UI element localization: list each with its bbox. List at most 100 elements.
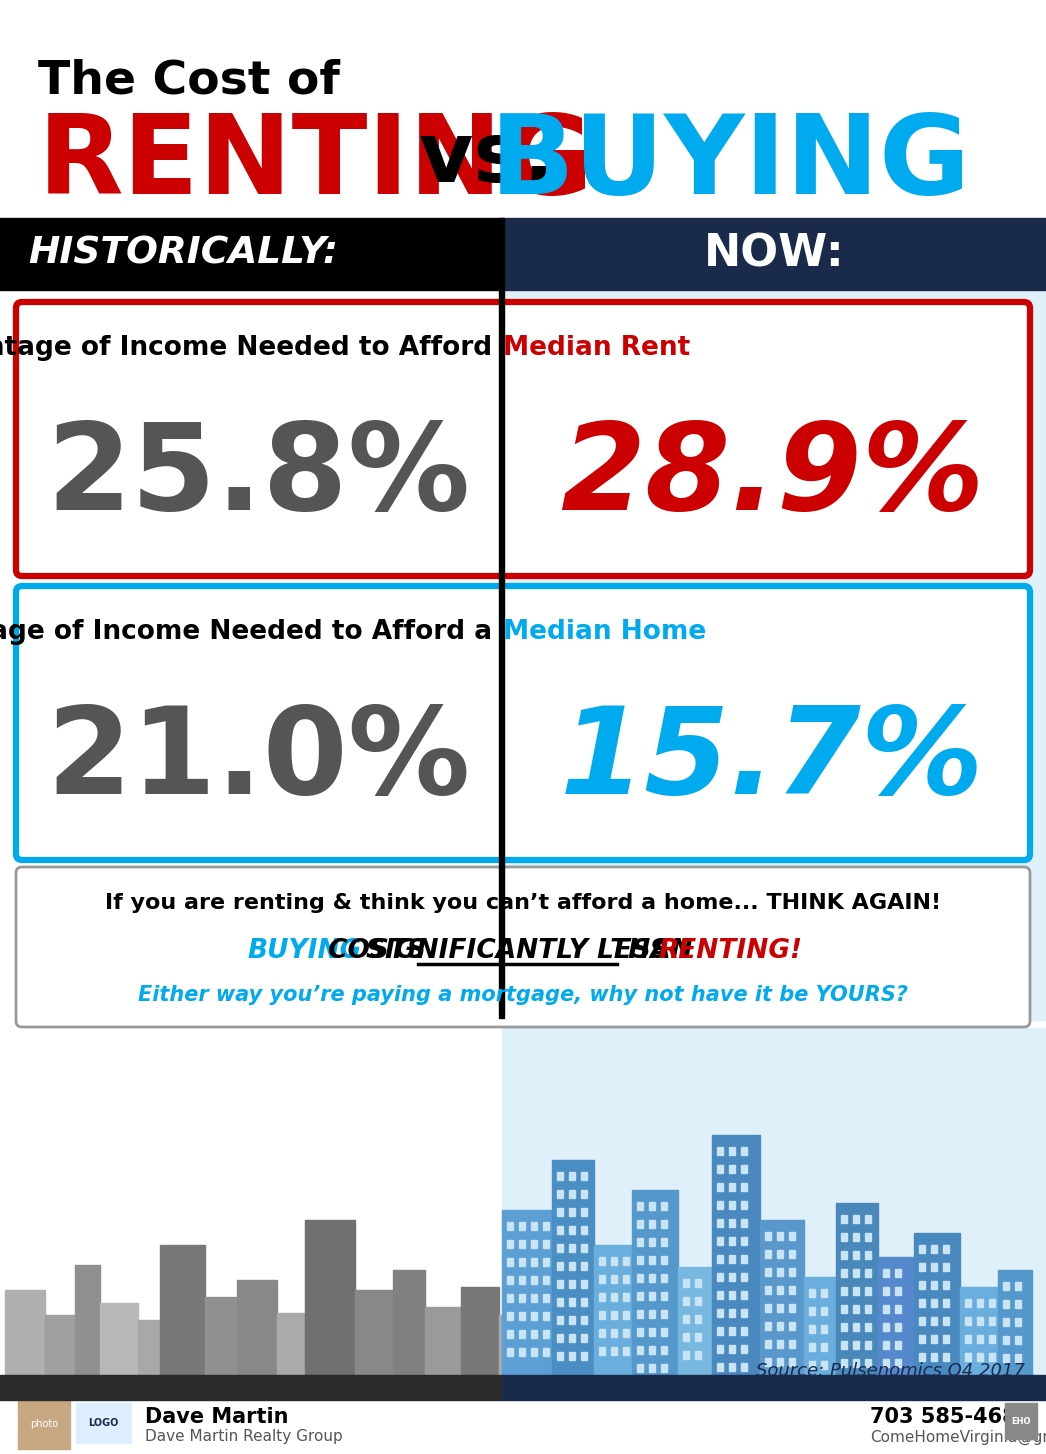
Bar [777, 1232, 783, 1240]
Bar [977, 1298, 983, 1307]
Bar [865, 1233, 871, 1242]
Bar [661, 1328, 667, 1336]
Bar [717, 1201, 723, 1208]
Bar [895, 1287, 901, 1296]
Text: 28.9%: 28.9% [560, 417, 984, 535]
Bar [594, 1245, 632, 1375]
Bar [852, 1306, 859, 1313]
Text: 21.0%: 21.0% [46, 701, 470, 819]
Bar [519, 1330, 525, 1338]
Bar [558, 1316, 563, 1325]
Bar [637, 1310, 643, 1317]
Bar [611, 1312, 617, 1319]
Bar [998, 1269, 1032, 1375]
Bar [712, 1136, 760, 1375]
Bar [558, 1189, 563, 1198]
Bar [931, 1317, 937, 1325]
Bar [741, 1255, 747, 1264]
Bar [18, 1399, 70, 1450]
Bar [931, 1281, 937, 1290]
Bar [741, 1218, 747, 1227]
Bar [883, 1287, 889, 1296]
Bar [581, 1262, 587, 1269]
Bar [543, 1330, 549, 1338]
Text: 15.7%: 15.7% [560, 701, 984, 819]
Bar [852, 1233, 859, 1242]
Text: Source: Pulsenomics Q4 2017: Source: Pulsenomics Q4 2017 [756, 1362, 1025, 1380]
Bar [729, 1147, 735, 1154]
Text: ComeHomeVirginia@gmail.com: ComeHomeVirginia@gmail.com [870, 1429, 1046, 1445]
Bar [569, 1208, 575, 1216]
Bar [637, 1364, 643, 1373]
Bar [569, 1280, 575, 1288]
Bar [914, 1233, 960, 1375]
Bar [45, 1314, 75, 1375]
Bar [581, 1298, 587, 1306]
Bar [581, 1280, 587, 1288]
Bar [919, 1335, 925, 1343]
Bar [883, 1269, 889, 1277]
Bar [543, 1221, 549, 1230]
Bar [777, 1341, 783, 1348]
Bar [789, 1250, 795, 1258]
Bar [543, 1258, 549, 1266]
Bar [637, 1256, 643, 1264]
Text: Dave Martin Realty Group: Dave Martin Realty Group [145, 1429, 343, 1444]
Bar [729, 1274, 735, 1281]
Bar [649, 1293, 655, 1300]
Bar [558, 1352, 563, 1359]
Bar [599, 1258, 605, 1265]
Bar [865, 1341, 871, 1349]
Bar [990, 1317, 995, 1325]
Bar [683, 1280, 689, 1287]
Bar [717, 1345, 723, 1354]
Bar [777, 1322, 783, 1330]
Bar [552, 1160, 594, 1375]
Bar [543, 1348, 549, 1357]
Bar [1003, 1300, 1009, 1309]
Bar [765, 1358, 771, 1365]
Text: NOW:: NOW: [704, 233, 844, 275]
Bar [569, 1333, 575, 1342]
Bar [729, 1362, 735, 1371]
Bar [717, 1165, 723, 1173]
Bar [804, 1277, 836, 1375]
Bar [611, 1275, 617, 1282]
Text: Percentage of Income Needed to Afford a: Percentage of Income Needed to Afford a [0, 619, 501, 646]
FancyBboxPatch shape [16, 302, 1030, 576]
Bar [741, 1345, 747, 1354]
Text: LOGO: LOGO [88, 1418, 118, 1428]
Bar [355, 1290, 393, 1375]
Bar [581, 1226, 587, 1234]
Bar [499, 1314, 527, 1375]
Bar [507, 1277, 513, 1284]
Bar [695, 1351, 701, 1359]
Bar [841, 1323, 847, 1330]
Bar [519, 1348, 525, 1357]
Bar [729, 1291, 735, 1298]
Bar [865, 1359, 871, 1367]
Bar [777, 1285, 783, 1294]
Bar [611, 1329, 617, 1338]
Bar [569, 1189, 575, 1198]
Bar [623, 1293, 629, 1301]
Bar [741, 1291, 747, 1298]
Bar [943, 1354, 949, 1361]
Bar [543, 1294, 549, 1301]
Bar [852, 1323, 859, 1330]
Bar [237, 1280, 277, 1375]
Bar [729, 1345, 735, 1354]
Bar [990, 1354, 995, 1361]
Bar [637, 1237, 643, 1246]
Bar [695, 1333, 701, 1341]
Bar [865, 1250, 871, 1259]
Bar [519, 1277, 525, 1284]
Bar [836, 1202, 878, 1375]
Bar [841, 1306, 847, 1313]
Bar [581, 1316, 587, 1325]
Bar [519, 1294, 525, 1301]
Text: Either way you’re paying a mortgage, why not have it be YOURS?: Either way you’re paying a mortgage, why… [138, 984, 908, 1005]
Bar [943, 1298, 949, 1307]
Bar [729, 1309, 735, 1317]
Bar [611, 1293, 617, 1301]
